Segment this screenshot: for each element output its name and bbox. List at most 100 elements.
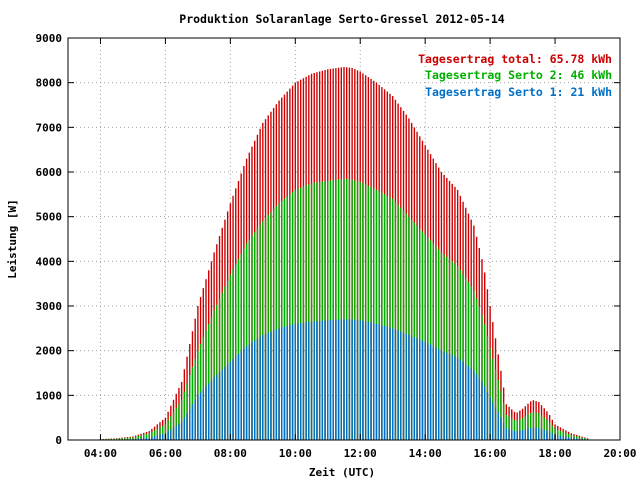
bar-serto2 <box>113 438 115 440</box>
bar-serto2 <box>438 249 440 440</box>
bar-serto1 <box>424 341 426 440</box>
bar-serto1 <box>419 339 421 440</box>
y-tick-label: 8000 <box>36 77 63 90</box>
legend-serto1: Tagesertrag Serto 1: 21 kWh <box>425 85 612 99</box>
bar-serto2 <box>218 298 221 440</box>
y-tick-label: 3000 <box>36 300 63 313</box>
bar-serto2 <box>308 184 310 440</box>
bar-serto2 <box>440 252 443 440</box>
bar-serto2 <box>494 369 497 440</box>
bar-serto2 <box>180 399 183 440</box>
bar-serto2 <box>513 420 516 440</box>
bar-serto1 <box>486 391 489 440</box>
bar-serto2 <box>116 438 118 440</box>
bar-serto2 <box>267 215 269 440</box>
bar-serto1 <box>291 324 294 440</box>
bar-serto1 <box>546 430 548 440</box>
bar-serto2 <box>451 261 453 440</box>
bar-serto2 <box>486 336 489 440</box>
bar-serto1 <box>576 438 578 440</box>
bar-serto2 <box>162 425 164 440</box>
bar-serto2 <box>456 265 459 440</box>
bar-serto2 <box>362 183 364 440</box>
axis-ticks <box>68 37 621 441</box>
bar-serto2 <box>226 280 229 440</box>
bar-serto2 <box>402 210 405 440</box>
y-tick-label: 0 <box>55 434 62 447</box>
y-axis-label: Leistung [W] <box>6 199 19 278</box>
bar-serto2 <box>254 232 256 440</box>
bar-serto2 <box>327 180 329 440</box>
bar-serto2 <box>291 192 294 440</box>
bar-serto2 <box>484 324 486 440</box>
bar-serto1 <box>318 320 321 440</box>
bar-serto1 <box>324 320 326 440</box>
y-tick-label: 5000 <box>36 211 63 224</box>
bar-serto1 <box>378 324 380 440</box>
bar-serto1 <box>432 346 434 440</box>
bar-serto1 <box>278 328 280 440</box>
bar-serto1 <box>562 436 564 440</box>
bar-serto1 <box>367 322 370 440</box>
bar-serto1 <box>513 430 516 440</box>
bar-serto1 <box>232 359 234 440</box>
bar-serto1 <box>413 337 416 440</box>
bar-serto1 <box>451 355 453 440</box>
bar-serto2 <box>381 192 383 440</box>
bar-serto2 <box>118 438 121 440</box>
bar-serto1 <box>364 321 367 440</box>
bar-serto1 <box>410 336 413 440</box>
bar-serto1 <box>235 356 237 440</box>
bar-serto1 <box>226 364 229 440</box>
bar-serto2 <box>300 187 302 440</box>
bar-serto2 <box>530 412 532 440</box>
bar-serto2 <box>197 350 199 440</box>
bar-serto2 <box>559 430 562 440</box>
bar-serto2 <box>462 273 464 440</box>
bar-serto2 <box>305 185 307 440</box>
bar-serto2 <box>272 209 275 440</box>
bar-serto1 <box>248 344 250 440</box>
bar-serto1 <box>237 354 240 440</box>
bar-serto2 <box>516 420 518 440</box>
bar-serto1 <box>489 397 491 440</box>
bar-serto2 <box>570 435 572 440</box>
bar-serto1 <box>340 319 342 440</box>
bar-serto1 <box>264 333 267 440</box>
bar-serto2 <box>364 184 367 440</box>
bar-serto2 <box>281 201 283 440</box>
bar-serto2 <box>337 179 340 440</box>
bar-serto1 <box>289 325 291 440</box>
bar-serto2 <box>324 181 326 441</box>
y-tick-label: 1000 <box>36 389 63 402</box>
bar-serto1 <box>448 354 451 440</box>
bar-serto1 <box>527 428 529 440</box>
bar-serto2 <box>237 259 240 440</box>
bar-serto2 <box>316 182 318 440</box>
bar-serto1 <box>478 378 480 440</box>
bar-serto1 <box>321 320 324 440</box>
x-tick-label: 08:00 <box>214 447 247 460</box>
bar-serto1 <box>497 412 499 440</box>
bar-serto2 <box>557 429 559 440</box>
bar-serto2 <box>429 240 432 440</box>
x-axis-tick-labels: 04:00 06:00 08:00 10:00 12:00 14:00 16:00 18:00… <box>84 447 637 460</box>
bar-serto2 <box>229 274 232 440</box>
bar-serto1 <box>400 331 402 440</box>
bar-serto2 <box>538 413 540 440</box>
bar-serto1 <box>221 369 223 440</box>
bar-serto1 <box>208 383 210 440</box>
bar-serto2 <box>508 416 510 440</box>
bar-serto2 <box>156 428 158 440</box>
bar-serto2 <box>427 237 429 440</box>
bar-serto2 <box>232 269 234 440</box>
bar-serto2 <box>383 194 386 440</box>
bar-serto2 <box>465 278 467 440</box>
bar-serto1 <box>172 427 175 440</box>
bar-serto2 <box>221 292 223 440</box>
bar-serto1 <box>481 381 483 440</box>
bar-serto2 <box>505 414 508 440</box>
bar-serto2 <box>262 221 264 440</box>
bar-serto1 <box>494 407 497 440</box>
bar-serto2 <box>489 348 491 440</box>
